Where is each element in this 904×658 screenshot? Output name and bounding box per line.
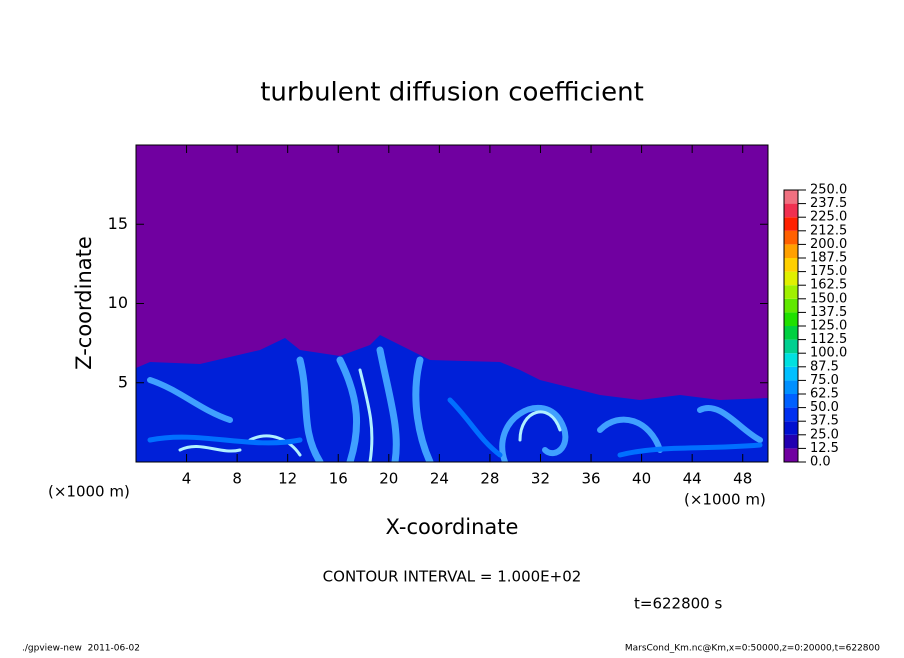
x-tick-label: 32 xyxy=(531,470,550,488)
colorbar-cell xyxy=(784,190,798,204)
colorbar-label: 237.5 xyxy=(810,196,847,211)
x-tick-label: 4 xyxy=(182,470,192,488)
colorbar-cell xyxy=(784,434,798,449)
colorbar-cell xyxy=(784,448,798,462)
colorbar-label: 25.0 xyxy=(810,427,839,442)
colorbar-label: 150.0 xyxy=(810,291,847,306)
x-tick-label: 36 xyxy=(581,470,600,488)
colorbar-label: 87.5 xyxy=(810,359,839,374)
colorbar-label: 125.0 xyxy=(810,319,847,334)
x-unit: (×1000 m) xyxy=(684,491,766,509)
x-tick-label: 40 xyxy=(632,470,651,488)
x-axis-label: X-coordinate xyxy=(386,515,519,539)
time-label: t=622800 s xyxy=(634,595,722,613)
colorbar-label: 62.5 xyxy=(810,387,839,402)
colorbar-label: 137.5 xyxy=(810,305,847,320)
colorbar-cell xyxy=(784,298,798,313)
colorbar-label: 175.0 xyxy=(810,264,847,279)
colorbar-cell xyxy=(784,203,798,218)
colorbar-label: 225.0 xyxy=(810,210,847,225)
colorbar-cell xyxy=(784,366,798,381)
colorbar-cell xyxy=(784,230,798,245)
x-tick-label: 8 xyxy=(232,470,242,488)
colorbar-label: 212.5 xyxy=(810,223,847,238)
colorbar-cell xyxy=(784,339,798,354)
x-tick-label: 28 xyxy=(480,470,499,488)
footer-left: ./gpview-new 2011-06-02 xyxy=(22,644,140,654)
colorbar-cell xyxy=(784,394,798,408)
colorbar-cell xyxy=(784,271,798,286)
colorbar-cell xyxy=(784,380,798,394)
x-tick-label: 20 xyxy=(379,470,398,488)
y-unit: (×1000 m) xyxy=(48,483,130,501)
chart-title: turbulent diffusion coefficient xyxy=(260,78,644,108)
colorbar-cell xyxy=(784,285,798,299)
colorbar-cell xyxy=(784,244,798,258)
colorbar-label: 0.0 xyxy=(810,455,831,470)
y-tick-label: 5 xyxy=(118,372,128,391)
colorbar-cell xyxy=(784,407,798,422)
colorbar-label: 187.5 xyxy=(810,251,847,266)
colorbar-label: 112.5 xyxy=(810,332,847,347)
colorbar-label: 100.0 xyxy=(810,346,847,361)
colorbar-label: 37.5 xyxy=(810,414,839,429)
y-tick-label: 10 xyxy=(108,293,128,312)
y-axis-label: Z-coordinate xyxy=(72,236,96,370)
contour-interval: CONTOUR INTERVAL = 1.000E+02 xyxy=(323,568,582,586)
x-tick-label: 48 xyxy=(733,470,752,488)
colorbar-cell xyxy=(784,258,798,272)
colorbar-cell xyxy=(784,312,798,326)
colorbar-cell xyxy=(784,353,798,367)
colorbar-label: 250.0 xyxy=(810,183,847,198)
footer-right: MarsCond_Km.nc@Km,x=0:50000,z=0:20000,t=… xyxy=(625,644,880,654)
y-tick-label: 15 xyxy=(108,214,128,233)
colorbar-label: 200.0 xyxy=(810,237,847,252)
x-tick-label: 12 xyxy=(278,470,297,488)
colorbar-label: 75.0 xyxy=(810,373,839,388)
colorbar-cell xyxy=(784,421,798,435)
colorbar-label: 50.0 xyxy=(810,400,839,415)
colorbar-label: 162.5 xyxy=(810,278,847,293)
field-texture xyxy=(136,335,768,462)
x-tick-label: 16 xyxy=(329,470,348,488)
colorbar-cell xyxy=(784,217,798,231)
colorbar-label: 12.5 xyxy=(810,441,839,456)
x-tick-label: 24 xyxy=(430,470,449,488)
colorbar-cell xyxy=(784,326,798,340)
x-tick-label: 44 xyxy=(683,470,702,488)
